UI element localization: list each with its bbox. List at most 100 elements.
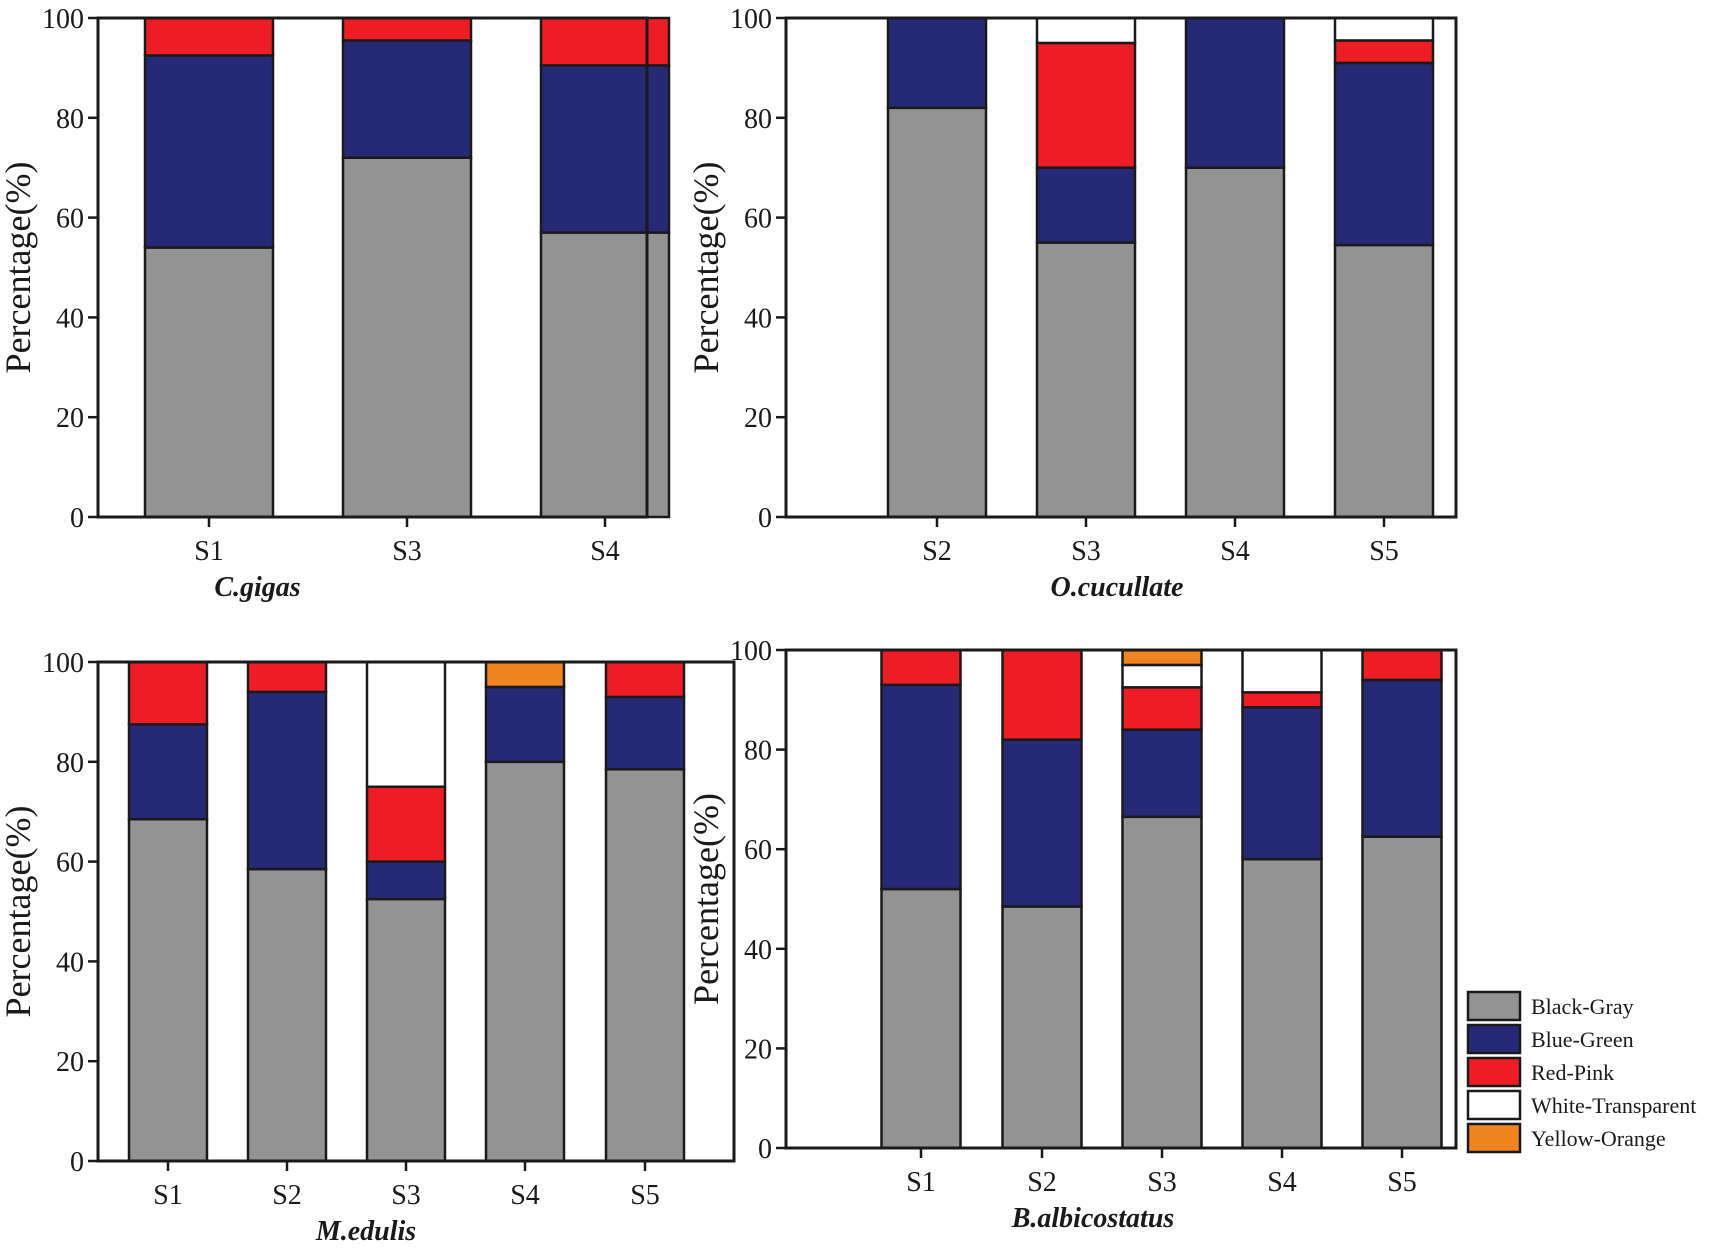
x-tick-label-s4: S4 [590, 536, 620, 567]
legend-label-black-gray: Black-Gray [1531, 994, 1634, 1019]
bar-c-gigas-s3-red-pink [341, 16, 473, 42]
bar-m-edulis-s1-blue-green [127, 723, 209, 821]
bar-c-gigas-s1-black-gray [143, 246, 275, 519]
y-tick-label-40: 40 [744, 303, 772, 334]
legend: Black-Gray Blue-Green Red-Pink White-Transp… [1466, 990, 1696, 1154]
chart-c-gigas: S1 S3 S4 0 20 40 60 80 100 Percentage(%) C.gigas [0, 4, 671, 603]
x-tick-label-s3: S3 [1071, 536, 1101, 567]
chart-title-b-albicostatus: B.albicostatus [1011, 1203, 1175, 1234]
bar-b-albicostatus-s1-red-pink [880, 648, 962, 687]
bar-o-cucullate-s5-black-gray [1333, 243, 1435, 519]
y-tick-label-60: 60 [56, 204, 84, 235]
y-tick-label-0: 0 [758, 1134, 772, 1165]
y-tick-label-20: 20 [56, 1047, 84, 1078]
bar-m-edulis-s2-black-gray [246, 867, 328, 1163]
bar-b-albicostatus-s3-blue-green [1121, 728, 1203, 819]
y-tick-label-40: 40 [56, 947, 84, 978]
y-tick-label-80: 80 [56, 104, 84, 135]
y-tick-label-40: 40 [744, 935, 772, 966]
bar-b-albicostatus-s1-black-gray [880, 887, 962, 1150]
y-tick-label-100: 100 [730, 636, 772, 667]
bar-o-cucullate-s5-white-transparent [1333, 16, 1435, 42]
bar-o-cucullate-s3-black-gray [1035, 241, 1137, 519]
bar-b-albicostatus-s3-white-transparent [1121, 663, 1203, 689]
bar-m-edulis-s3-red-pink [365, 785, 447, 863]
x-tick-label-s3: S3 [392, 536, 422, 567]
bar-m-edulis-s5-black-gray [604, 768, 686, 1163]
bar-m-edulis-s3-black-gray [365, 897, 447, 1163]
bar-b-albicostatus-s2-blue-green [1001, 738, 1083, 908]
bar-o-cucullate-s5-red-pink [1333, 39, 1435, 65]
bar-b-albicostatus-s5-red-pink [1361, 648, 1443, 682]
bar-o-cucullate-s3-white-transparent [1035, 16, 1137, 45]
y-tick-label-0: 0 [70, 1147, 84, 1178]
y-axis-label-b-albicostatus: Percentage(%) [686, 793, 726, 1005]
y-axis-label-m-edulis: Percentage(%) [0, 806, 38, 1018]
bar-o-cucullate-s2-black-gray [886, 106, 988, 519]
bar-o-cucullate-s3-blue-green [1035, 166, 1137, 244]
bar-m-edulis-s5-red-pink [604, 660, 686, 699]
x-tick-label-s1: S1 [194, 536, 224, 567]
y-tick-label-80: 80 [56, 748, 84, 779]
x-tick-label-s2: S2 [272, 1180, 302, 1211]
y-tick-label-60: 60 [744, 835, 772, 866]
plot-frame-c-gigas [96, 16, 649, 519]
y-axis-label-c-gigas: Percentage(%) [0, 162, 38, 374]
chart-title-o-cucullate: O.cucullate [1051, 572, 1184, 603]
bar-c-gigas-s4-blue-green [539, 64, 671, 234]
bar-b-albicostatus-s3-black-gray [1121, 815, 1203, 1150]
y-tick-label-100: 100 [42, 648, 84, 679]
legend-label-red-pink: Red-Pink [1531, 1060, 1614, 1085]
chart-title-m-edulis: M.edulis [315, 1216, 416, 1247]
bar-b-albicostatus-s4-black-gray [1241, 857, 1323, 1150]
x-tick-label-s2: S2 [1027, 1167, 1057, 1198]
chart-o-cucullate: S2 S3 S4 S5 0 20 40 60 80 100 Percentage(%) O.cucul… [686, 4, 1458, 603]
x-tick-label-s3: S3 [391, 1180, 421, 1211]
legend-swatch-white-transparent [1466, 1089, 1522, 1121]
y-tick-label-0: 0 [758, 503, 772, 534]
bar-b-albicostatus-s3-red-pink [1121, 686, 1203, 731]
bar-b-albicostatus-s4-white-transparent [1241, 648, 1323, 694]
bar-b-albicostatus-s1-blue-green [880, 683, 962, 891]
chart-b-albicostatus: S1 S2 S3 S4 S5 0 20 40 60 80 100 Percentage(%) B.alb… [686, 636, 1458, 1234]
bar-b-albicostatus-s2-red-pink [1001, 648, 1083, 741]
y-axis-label-o-cucullate: Percentage(%) [686, 162, 726, 374]
legend-swatch-yellow-orange [1466, 1122, 1522, 1154]
bar-m-edulis-s4-black-gray [484, 760, 566, 1163]
y-tick-label-100: 100 [42, 4, 84, 35]
x-tick-label-s2: S2 [922, 536, 952, 567]
x-tick-label-s1: S1 [906, 1167, 936, 1198]
plot-frame-b-albicostatus [784, 648, 1458, 1150]
legend-label-yellow-orange: Yellow-Orange [1531, 1126, 1666, 1151]
bar-o-cucullate-s5-blue-green [1333, 61, 1435, 247]
y-tick-label-80: 80 [744, 104, 772, 135]
bar-m-edulis-s5-blue-green [604, 695, 686, 771]
bar-m-edulis-s1-black-gray [127, 817, 209, 1163]
x-tick-label-s5: S5 [630, 1180, 660, 1211]
bar-c-gigas-s3-blue-green [341, 39, 473, 159]
bar-b-albicostatus-s5-blue-green [1361, 678, 1443, 838]
y-tick-label-20: 20 [56, 403, 84, 434]
y-tick-label-20: 20 [744, 403, 772, 434]
legend-label-white-transparent: White-Transparent [1531, 1093, 1696, 1118]
chart-title-c-gigas: C.gigas [214, 572, 300, 603]
y-tick-label-60: 60 [744, 204, 772, 235]
legend-label-blue-green: Blue-Green [1531, 1027, 1634, 1052]
bar-m-edulis-s4-blue-green [484, 685, 566, 764]
legend-swatch-red-pink [1466, 1056, 1522, 1088]
x-tick-label-s4: S4 [1220, 536, 1250, 567]
bar-c-gigas-s3-black-gray [341, 156, 473, 519]
bar-o-cucullate-s3-red-pink [1035, 41, 1137, 169]
plot-frame-o-cucullate [784, 16, 1458, 519]
chart-m-edulis: S1 S2 S3 S4 S5 0 20 40 60 80 100 Percentage(%) M.edu… [0, 648, 736, 1247]
y-tick-label-0: 0 [70, 503, 84, 534]
plot-frame-m-edulis [96, 660, 736, 1163]
legend-swatch-blue-green [1466, 1023, 1522, 1055]
bar-c-gigas-s4-red-pink [539, 16, 671, 67]
x-tick-label-s4: S4 [510, 1180, 540, 1211]
bar-o-cucullate-s4-blue-green [1184, 16, 1286, 169]
bar-m-edulis-s3-white-transparent [365, 660, 447, 788]
bar-c-gigas-s1-red-pink [143, 16, 275, 57]
x-tick-label-s3: S3 [1147, 1167, 1177, 1198]
y-tick-label-60: 60 [56, 848, 84, 879]
